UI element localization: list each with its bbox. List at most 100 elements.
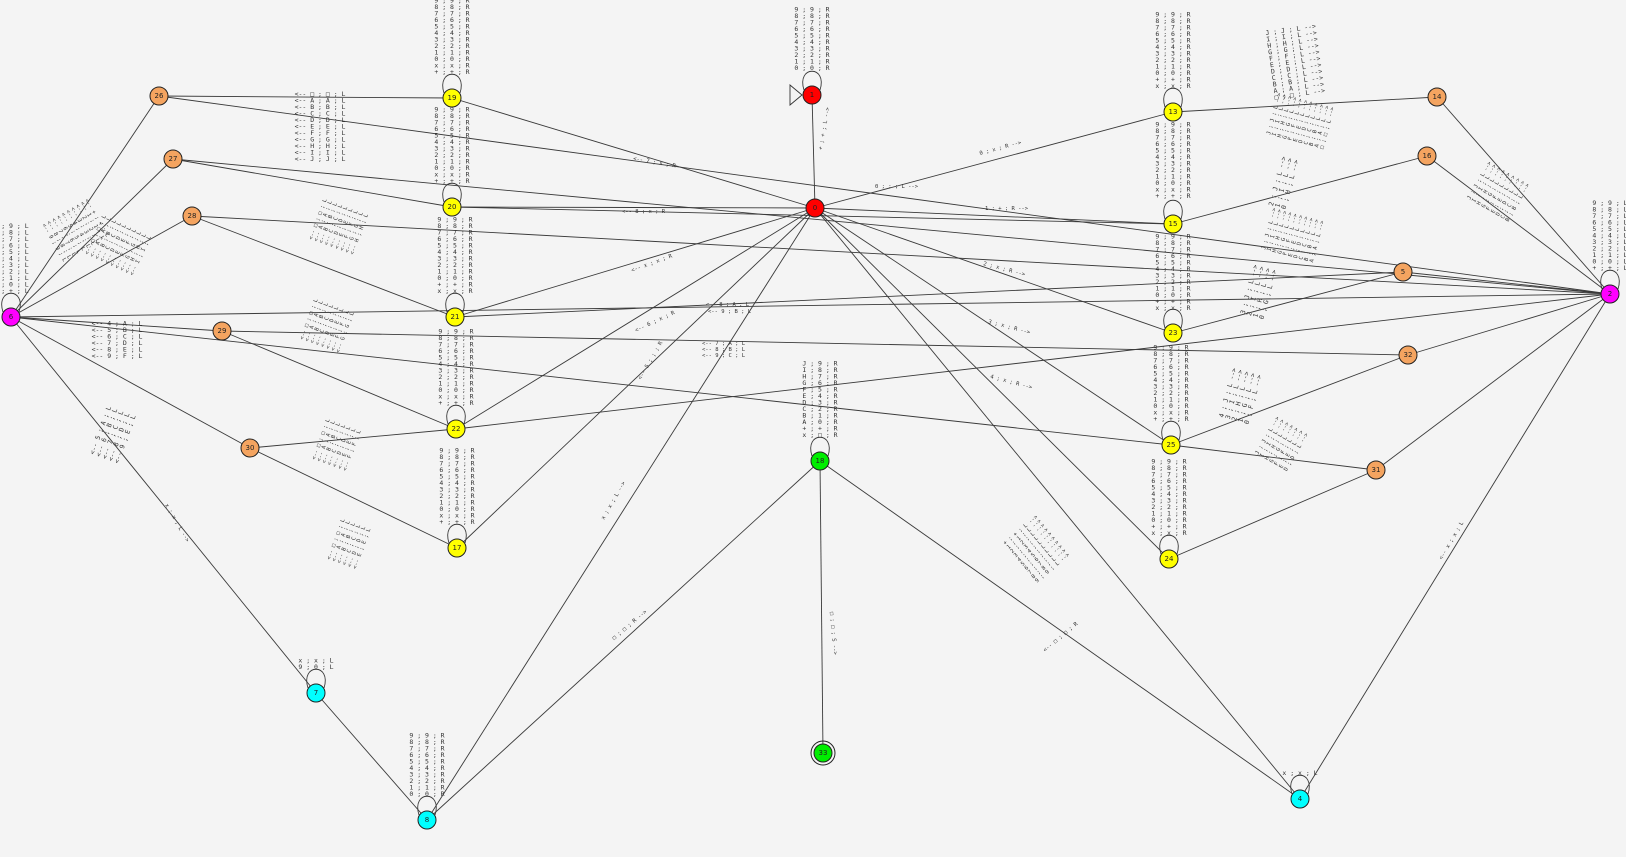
transition-label: <-- E ; E ; L xyxy=(295,123,346,131)
transition-label: I ; 8 ; R xyxy=(802,366,837,374)
state-node-32[interactable]: 32 xyxy=(1398,345,1418,365)
edge-n24-n31 xyxy=(1168,469,1377,560)
transition-label: 4 ; 4 ; R xyxy=(434,29,469,37)
state-label: 33 xyxy=(819,749,828,757)
state-node-13[interactable]: 13 xyxy=(1163,102,1183,122)
state-label: 6 xyxy=(9,313,14,321)
transition-label: 9 ; 9 ; R xyxy=(437,216,472,224)
transition-label: 3 ; 3 ; R xyxy=(794,45,829,53)
state-node-22[interactable]: 22 xyxy=(446,419,466,439)
transition-label: 5 ; 5 ; R xyxy=(434,132,469,140)
transition-label: x ; x ; L xyxy=(298,657,333,665)
transition-label: 1 ; 1 ; L xyxy=(0,274,29,282)
state-node-4[interactable]: 4 xyxy=(1290,789,1310,809)
edge-n18-n33 xyxy=(819,460,824,754)
transition-label: D ; 3 ; R xyxy=(802,399,837,407)
transition-label: 4 ; 4 ; L xyxy=(1592,232,1626,240)
state-node-14[interactable]: 14 xyxy=(1427,87,1447,107)
state-node-19[interactable]: 19 xyxy=(442,88,462,108)
state-node-15[interactable]: 15 xyxy=(1163,214,1183,234)
state-circle xyxy=(1417,146,1437,166)
state-node-21[interactable]: 21 xyxy=(445,307,465,327)
transition-label: 5 ; 5 ; R xyxy=(438,354,473,362)
state-node-7[interactable]: 7 xyxy=(306,683,326,703)
transition-label: 9 ; 9 ; R xyxy=(439,447,474,455)
state-label: 16 xyxy=(1423,152,1432,160)
transition-label: 4 ; 4 ; R xyxy=(1155,43,1190,51)
transition-label: 4 ; 4 ; R xyxy=(1153,376,1188,384)
state-label: 2 xyxy=(1608,290,1612,298)
edge-n19-n0 xyxy=(451,97,816,209)
transition-label: x ; □ ; R xyxy=(802,431,837,439)
transition-label: 2 ; 2 ; R xyxy=(437,261,472,269)
transition-label: 0 ; 0 ; R xyxy=(434,164,469,172)
transition-label: 7 ; 7 ; R xyxy=(434,10,469,18)
transition-label: 2 ; 2 ; R xyxy=(1151,503,1186,511)
transition-label: 6 ; 6 ; R xyxy=(1155,252,1190,260)
state-node-27[interactable]: 27 xyxy=(163,149,183,169)
label-stack-s20: 9 ; 9 ; R8 ; 8 ; R7 ; 7 ; R6 ; 6 ; R5 ; … xyxy=(434,106,469,186)
transition-label: G ; 6 ; R xyxy=(802,379,837,387)
label-stack-s22: 9 ; 9 ; R8 ; 8 ; R7 ; 7 ; R6 ; 6 ; R5 ; … xyxy=(438,328,473,408)
state-node-25[interactable]: 25 xyxy=(1161,435,1181,455)
transition-label: 8 ; 8 ; R xyxy=(434,112,469,120)
transition-label: 6 ; 6 ; L xyxy=(0,242,29,250)
state-node-16[interactable]: 16 xyxy=(1417,146,1437,166)
state-node-8[interactable]: 8 xyxy=(417,810,437,830)
transition-label: 5 ; 5 ; R xyxy=(1153,370,1188,378)
state-node-20[interactable]: 20 xyxy=(442,197,462,217)
transition-label: 6 ; 6 ; R xyxy=(1153,363,1188,371)
edge-n25-n32 xyxy=(1170,354,1409,446)
transition-label: 6 ; 6 ; R xyxy=(1155,30,1190,38)
edge-label: <-- 8 ; B ; L xyxy=(702,347,746,353)
transition-label: 1 ; 1 ; R xyxy=(1155,173,1190,181)
state-node-28[interactable]: 28 xyxy=(182,206,202,226)
state-node-1[interactable]: 1 xyxy=(802,85,822,105)
transition-label: 3 ; 3 ; R xyxy=(1155,272,1190,280)
edge-n6-n2 xyxy=(10,293,1611,318)
state-node-24[interactable]: 24 xyxy=(1159,549,1179,569)
transition-label: 8 ; 8 ; R xyxy=(794,12,829,20)
transition-label: 8 ; 8 ; R xyxy=(439,453,474,461)
state-node-23[interactable]: 23 xyxy=(1163,323,1183,343)
edge-label: <-- 7 ; x ; R xyxy=(633,156,677,170)
label-stack-s1: 9 ; 9 ; R8 ; 8 ; R7 ; 7 ; R6 ; 6 ; R5 ; … xyxy=(794,6,829,73)
transition-label: 6 ; 6 ; R xyxy=(794,25,829,33)
transition-label: 5 ; 5 ; R xyxy=(1151,484,1186,492)
self-loop-n1 xyxy=(802,70,822,91)
transition-label: 3 ; 3 ; R xyxy=(1155,160,1190,168)
state-label: 27 xyxy=(169,155,178,163)
transition-label: 6 ; 6 ; R xyxy=(438,347,473,355)
transition-label: 8 ; 8 ; R xyxy=(1155,127,1190,135)
state-node-31[interactable]: 31 xyxy=(1366,460,1386,480)
label-stack-s26: <-- □ ; □ ; L<-- A ; A ; L<-- B ; B ; L<… xyxy=(295,90,346,163)
state-node-17[interactable]: 17 xyxy=(447,538,467,558)
transition-label: 1 ; 1 ; R xyxy=(438,380,473,388)
transition-label: + ; + ; R xyxy=(1155,192,1190,200)
transition-label: 2 ; 2 ; R xyxy=(409,777,444,785)
state-node-2[interactable]: 2 xyxy=(1600,284,1620,304)
transition-label: 5 ; 5 ; R xyxy=(794,32,829,40)
state-node-33[interactable]: 33 xyxy=(810,740,836,766)
state-node-18[interactable]: 18 xyxy=(810,451,830,471)
state-node-30[interactable]: 30 xyxy=(240,438,260,458)
edge-n14-n2 xyxy=(1436,96,1611,295)
state-circle xyxy=(1366,460,1386,480)
state-label: 29 xyxy=(218,327,227,335)
rotated-label-block-r6: J ; J ; L -->I ; I ; L -->H ; H ; L -->G… xyxy=(1266,92,1336,150)
state-node-29[interactable]: 29 xyxy=(212,321,232,341)
edge-n0-n8 xyxy=(426,207,816,821)
state-node-0[interactable]: 0 xyxy=(805,198,825,218)
label-stack-s16: 2 ; J ; L -->1 ; I ; L -->0 ; H ; L --> xyxy=(1267,155,1300,210)
transition-label: + ; + ; R xyxy=(437,281,472,289)
transition-label: 4 ; 4 ; R xyxy=(1155,153,1190,161)
state-circle xyxy=(212,321,232,341)
state-node-5[interactable]: 5 xyxy=(1393,262,1413,282)
transition-label: + ; + ; L xyxy=(0,287,29,295)
state-node-6[interactable]: 6 xyxy=(1,307,21,327)
state-circle xyxy=(306,683,326,703)
state-node-26[interactable]: 26 xyxy=(149,86,169,106)
state-circle xyxy=(163,149,183,169)
transition-label: 3 ; 3 ; R xyxy=(1153,383,1188,391)
